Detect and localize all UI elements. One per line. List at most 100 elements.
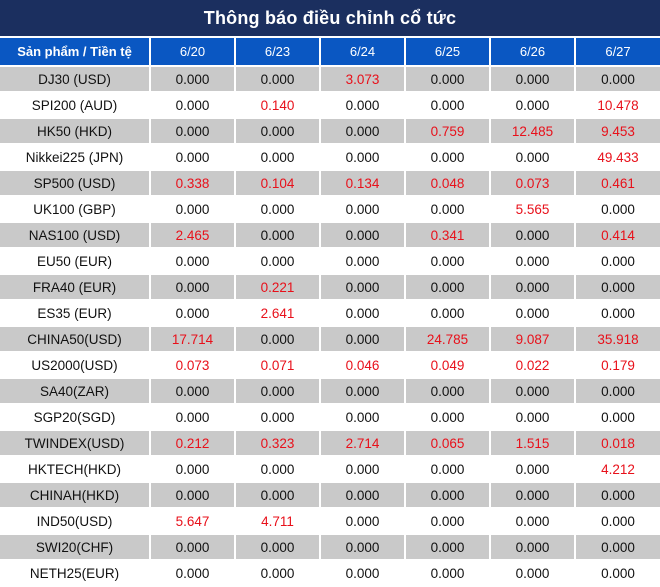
value-cell: 0.000 [150, 274, 236, 301]
value-cell: 0.071 [235, 352, 321, 379]
product-cell: FRA40 (EUR) [0, 274, 151, 301]
value-cell: 0.414 [575, 222, 660, 249]
value-cell: 24.785 [405, 326, 491, 353]
value-cell: 0.022 [490, 352, 576, 379]
value-cell: 2.465 [150, 222, 236, 249]
table-row: SA40(ZAR) 0.000 0.000 0.000 0.000 0.000 0.000 [0, 378, 660, 405]
table-body: DJ30 (USD) 0.000 0.000 3.073 0.000 0.000 0.000… [0, 66, 660, 587]
value-cell: 0.000 [150, 534, 236, 561]
value-cell: 0.000 [235, 196, 321, 223]
value-cell: 0.000 [405, 404, 491, 431]
value-cell: 0.000 [405, 92, 491, 119]
table-row: CHINA50(USD) 17.714 0.000 0.000 24.785 9.087 3… [0, 326, 660, 353]
value-cell: 0.000 [235, 482, 321, 509]
value-cell: 0.048 [405, 170, 491, 197]
value-cell: 0.000 [150, 66, 236, 93]
value-cell: 0.000 [405, 482, 491, 509]
value-cell: 0.000 [490, 248, 576, 275]
product-cell: IND50(USD) [0, 508, 151, 535]
value-cell: 0.000 [575, 300, 660, 327]
value-cell: 0.000 [490, 66, 576, 93]
value-cell: 0.000 [320, 222, 406, 249]
value-cell: 0.000 [235, 248, 321, 275]
value-cell: 0.018 [575, 430, 660, 457]
value-cell: 0.000 [575, 508, 660, 535]
table-row: NETH25(EUR) 0.000 0.000 0.000 0.000 0.000 0.00… [0, 560, 660, 587]
value-cell: 0.000 [320, 378, 406, 405]
table-row: IND50(USD) 5.647 4.711 0.000 0.000 0.000 0.000 [0, 508, 660, 535]
value-cell: 0.000 [405, 274, 491, 301]
value-cell: 0.000 [235, 456, 321, 483]
product-cell: CHINAH(HKD) [0, 482, 151, 509]
value-cell: 0.000 [405, 248, 491, 275]
product-cell: UK100 (GBP) [0, 196, 151, 223]
value-cell: 0.000 [320, 300, 406, 327]
table-row: TWINDEX(USD) 0.212 0.323 2.714 0.065 1.515 0.0… [0, 430, 660, 457]
value-cell: 0.046 [320, 352, 406, 379]
value-cell: 0.323 [235, 430, 321, 457]
value-cell: 0.000 [150, 404, 236, 431]
value-cell: 0.000 [235, 118, 321, 145]
product-cell: Nikkei225 (JPN) [0, 144, 151, 171]
value-cell: 49.433 [575, 144, 660, 171]
value-cell: 0.000 [405, 378, 491, 405]
value-cell: 0.000 [150, 248, 236, 275]
value-cell: 0.000 [320, 534, 406, 561]
value-cell: 5.647 [150, 508, 236, 535]
product-cell: DJ30 (USD) [0, 66, 151, 93]
value-cell: 0.461 [575, 170, 660, 197]
value-cell: 0.000 [320, 118, 406, 145]
value-cell: 0.000 [320, 92, 406, 119]
value-cell: 4.711 [235, 508, 321, 535]
column-header-date: 6/20 [150, 38, 236, 67]
value-cell: 0.000 [405, 66, 491, 93]
column-header-date: 6/26 [490, 38, 576, 67]
value-cell: 0.000 [150, 560, 236, 587]
value-cell: 0.000 [405, 300, 491, 327]
value-cell: 0.000 [405, 560, 491, 587]
value-cell: 0.000 [150, 300, 236, 327]
table-header-row: Sản phẩm / Tiền tệ 6/20 6/23 6/24 6/25 6… [0, 38, 660, 67]
product-cell: EU50 (EUR) [0, 248, 151, 275]
table-row: ES35 (EUR) 0.000 2.641 0.000 0.000 0.000 0.000 [0, 300, 660, 327]
value-cell: 0.000 [150, 144, 236, 171]
value-cell: 0.134 [320, 170, 406, 197]
product-cell: SP500 (USD) [0, 170, 151, 197]
value-cell: 0.000 [320, 144, 406, 171]
value-cell: 0.000 [235, 222, 321, 249]
value-cell: 0.000 [320, 482, 406, 509]
column-header-date: 6/25 [405, 38, 491, 67]
product-cell: NETH25(EUR) [0, 560, 151, 587]
table-row: Nikkei225 (JPN) 0.000 0.000 0.000 0.000 0.000… [0, 144, 660, 171]
value-cell: 0.073 [150, 352, 236, 379]
value-cell: 0.000 [575, 248, 660, 275]
table-row: SWI20(CHF) 0.000 0.000 0.000 0.000 0.000 0.000 [0, 534, 660, 561]
value-cell: 0.000 [490, 300, 576, 327]
table-row: DJ30 (USD) 0.000 0.000 3.073 0.000 0.000 0.000 [0, 66, 660, 93]
value-cell: 17.714 [150, 326, 236, 353]
value-cell: 0.104 [235, 170, 321, 197]
value-cell: 0.000 [320, 456, 406, 483]
value-cell: 12.485 [490, 118, 576, 145]
value-cell: 0.000 [575, 560, 660, 587]
value-cell: 0.000 [490, 378, 576, 405]
value-cell: 0.000 [490, 144, 576, 171]
product-cell: NAS100 (USD) [0, 222, 151, 249]
product-cell: HK50 (HKD) [0, 118, 151, 145]
dividend-table: Sản phẩm / Tiền tệ 6/20 6/23 6/24 6/25 6… [0, 38, 660, 587]
value-cell: 0.000 [235, 378, 321, 405]
value-cell: 0.000 [405, 144, 491, 171]
table-row: FRA40 (EUR) 0.000 0.221 0.000 0.000 0.000 0.00… [0, 274, 660, 301]
value-cell: 0.000 [235, 66, 321, 93]
value-cell: 0.212 [150, 430, 236, 457]
value-cell: 0.221 [235, 274, 321, 301]
value-cell: 0.338 [150, 170, 236, 197]
value-cell: 0.000 [320, 560, 406, 587]
value-cell: 1.515 [490, 430, 576, 457]
value-cell: 0.000 [150, 92, 236, 119]
column-header-product: Sản phẩm / Tiền tệ [0, 38, 151, 67]
value-cell: 0.000 [235, 560, 321, 587]
value-cell: 0.000 [405, 534, 491, 561]
value-cell: 0.000 [575, 534, 660, 561]
